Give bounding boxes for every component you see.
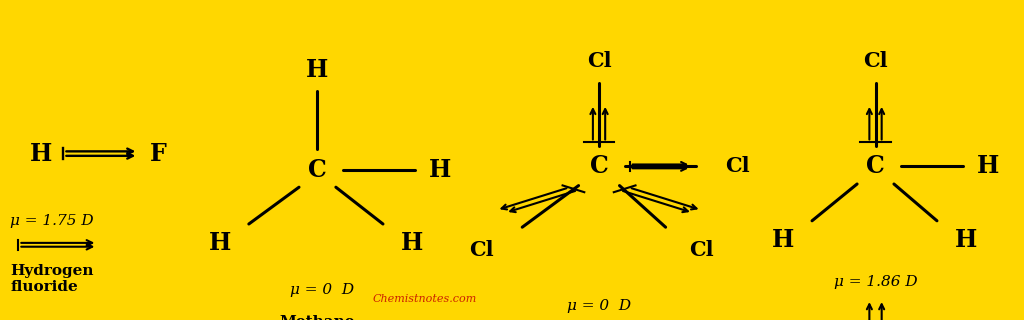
Text: Cl: Cl xyxy=(587,51,611,71)
Text: H: H xyxy=(429,158,452,182)
Text: Chemistnotes.com: Chemistnotes.com xyxy=(373,294,477,304)
Text: μ = 1.75 D: μ = 1.75 D xyxy=(10,214,94,228)
Text: H: H xyxy=(306,58,329,82)
Text: μ = 1.86 D: μ = 1.86 D xyxy=(834,275,918,289)
Text: Hydrogen
fluoride: Hydrogen fluoride xyxy=(10,264,94,294)
Text: F: F xyxy=(151,141,167,166)
Text: H: H xyxy=(772,228,795,252)
Text: C: C xyxy=(866,155,885,179)
Text: Cl: Cl xyxy=(863,51,888,71)
Text: μ = 0  D: μ = 0 D xyxy=(291,283,354,297)
Text: H: H xyxy=(30,141,52,166)
Text: Cl: Cl xyxy=(725,156,750,176)
Text: C: C xyxy=(308,158,327,182)
Text: Cl: Cl xyxy=(469,240,494,260)
Text: H: H xyxy=(400,231,423,255)
Text: C: C xyxy=(590,155,608,179)
Text: H: H xyxy=(954,228,977,252)
Text: Methane: Methane xyxy=(280,315,355,320)
Text: H: H xyxy=(209,231,231,255)
Text: H: H xyxy=(977,155,999,179)
Text: Cl: Cl xyxy=(689,240,714,260)
Text: μ = 0  D: μ = 0 D xyxy=(567,299,631,313)
